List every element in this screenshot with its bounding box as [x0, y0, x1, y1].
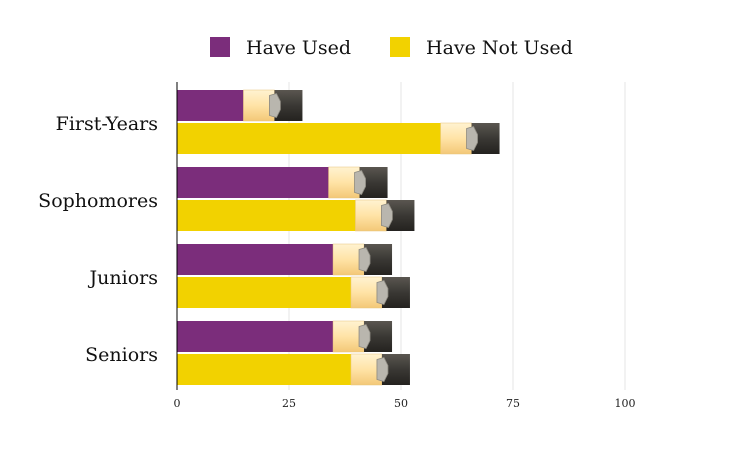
legend: Have Used Have Not Used	[210, 37, 573, 59]
bar-body	[177, 277, 351, 308]
bar-body	[177, 200, 356, 231]
x-tick-label: 100	[615, 397, 636, 410]
bar	[177, 276, 410, 309]
bar-tip	[269, 93, 281, 118]
bar	[177, 122, 500, 155]
legend-label: Have Used	[246, 37, 351, 59]
x-tick-labels: 0 25 50 75 100	[174, 397, 636, 410]
bar	[177, 89, 303, 122]
category-label: Sophomores	[38, 190, 158, 212]
bars	[177, 89, 500, 386]
x-tick-label: 25	[282, 397, 296, 410]
legend-swatch	[210, 37, 230, 57]
bar-body	[177, 244, 334, 275]
x-tick-label: 50	[394, 397, 408, 410]
bar	[177, 320, 393, 353]
bar-body	[177, 90, 244, 121]
category-label: First-Years	[56, 113, 158, 135]
bar-tip	[358, 324, 371, 349]
bar-body	[177, 354, 351, 385]
legend-label: Have Not Used	[426, 37, 573, 59]
bar	[177, 166, 388, 199]
bar-tip	[358, 247, 371, 272]
bar	[177, 199, 415, 232]
bar-tip	[376, 280, 389, 305]
legend-item: Have Used	[210, 37, 351, 59]
legend-item: Have Not Used	[390, 37, 573, 59]
bar-body	[177, 167, 329, 198]
bar-tip	[466, 126, 478, 151]
x-tick-label: 75	[506, 397, 520, 410]
bar-tip	[376, 357, 389, 382]
bar-body	[177, 321, 334, 352]
bar-body	[177, 123, 441, 154]
legend-swatch	[390, 37, 410, 57]
bar-tip	[354, 170, 366, 195]
category-label: Seniors	[85, 344, 158, 366]
category-labels: First-Years Sophomores Juniors Seniors	[38, 113, 158, 366]
x-tick-label: 0	[174, 397, 181, 410]
bar	[177, 243, 393, 276]
bar-tip	[381, 203, 393, 228]
bar	[177, 353, 410, 386]
category-label: Juniors	[88, 267, 158, 289]
